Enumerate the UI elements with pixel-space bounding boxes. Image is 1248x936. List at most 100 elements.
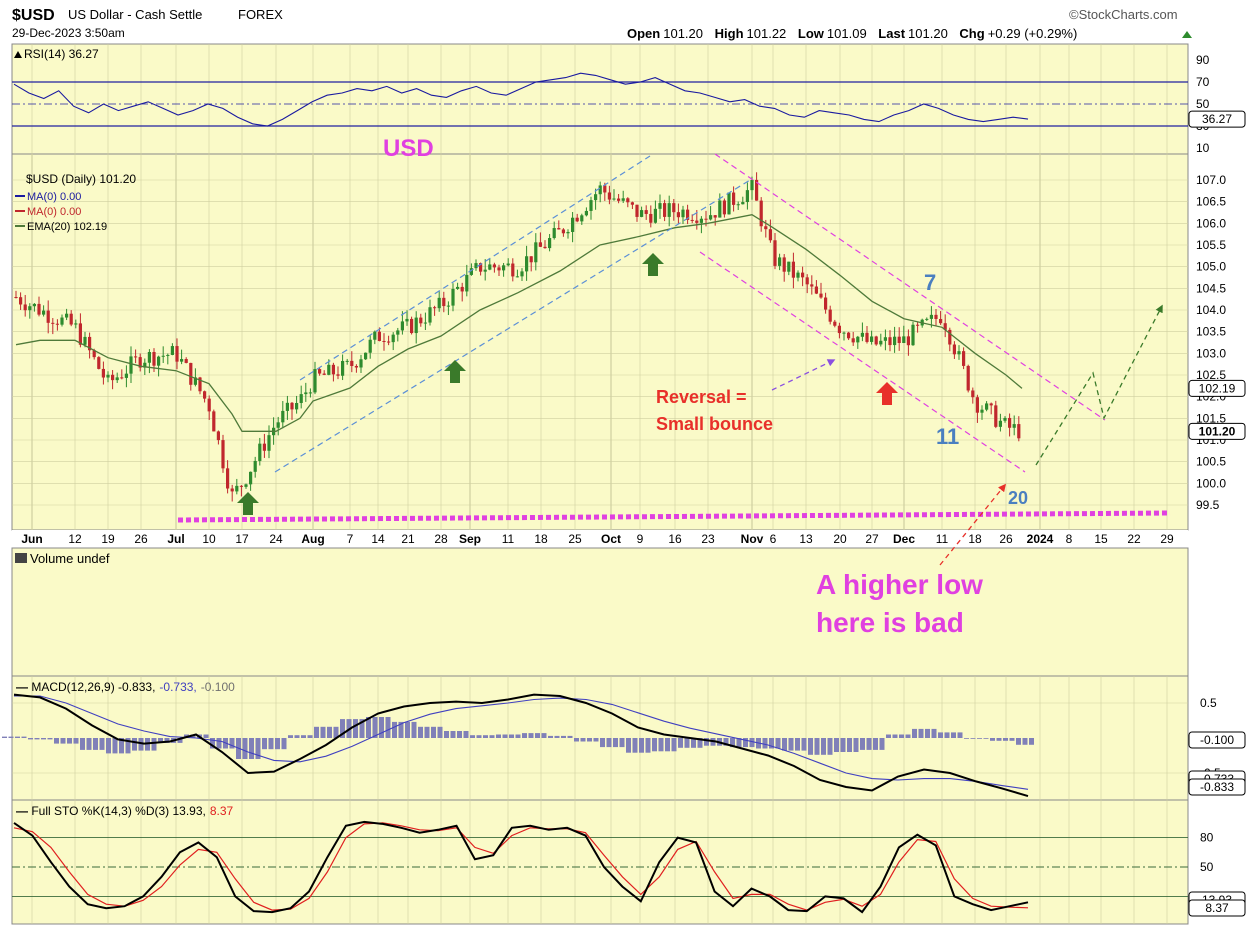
macd-histogram-bar: [483, 735, 488, 738]
macd-histogram-bar: [996, 738, 1002, 741]
candle-body: [216, 431, 220, 441]
x-tick-label: 16: [668, 532, 682, 546]
candle-body: [630, 202, 634, 205]
candle-body: [428, 307, 432, 323]
candle-body: [51, 322, 55, 324]
candle-body: [842, 332, 846, 334]
macd-histogram-bar: [320, 726, 326, 738]
price-tick-label: 107.0: [1196, 173, 1226, 187]
volume-bars-icon: [15, 553, 27, 563]
x-tick-label: 25: [568, 532, 582, 546]
x-tick-label: Sep: [459, 532, 481, 546]
candle-body: [143, 362, 147, 368]
candle-body: [451, 288, 455, 306]
macd-histogram-bar: [853, 738, 859, 752]
reversal-text-1: Reversal =: [656, 387, 747, 407]
last-value-tag-box: [1188, 422, 1246, 440]
candle-body: [101, 368, 105, 378]
last-value-tag: 101.20: [1199, 424, 1236, 438]
rsi-tick-label: 50: [1196, 97, 1210, 111]
candle-body: [750, 179, 754, 191]
macd-histogram-bar: [931, 728, 937, 738]
candle-body: [860, 332, 864, 337]
brand: ©StockCharts.com: [1069, 7, 1178, 22]
candle-body: [28, 306, 32, 311]
macd-histogram-bar: [28, 738, 33, 740]
macd-histogram-bar: [639, 738, 644, 753]
x-tick-label: 2024: [1027, 532, 1054, 546]
sto-d-tag: 8.37: [1205, 901, 1229, 915]
macd-histogram-bar: [73, 738, 79, 744]
price-tick-label: 100.0: [1196, 476, 1226, 490]
symbol-name: US Dollar - Cash Settle: [68, 7, 202, 22]
candle-body: [929, 314, 933, 319]
candle-body: [14, 297, 18, 298]
candle-body: [810, 284, 814, 287]
macd-histogram-bar: [658, 738, 664, 752]
candle-body: [359, 359, 363, 368]
candle-body: [442, 297, 446, 307]
macd-histogram-bar: [385, 717, 391, 738]
candle-body: [566, 231, 570, 234]
macd-histogram-bar: [554, 735, 560, 738]
candle-body: [607, 192, 611, 200]
x-tick-label: 6: [770, 532, 777, 546]
higher-low-text-1: A higher low: [816, 569, 983, 600]
macd-histogram-bar: [970, 738, 976, 739]
reversal-text-2: Small bounce: [656, 414, 773, 434]
symbol: $USD: [12, 7, 55, 24]
candle-body: [1017, 424, 1021, 439]
x-tick-label: 27: [865, 532, 879, 546]
x-tick-label: 29: [1160, 532, 1174, 546]
x-tick-label: Jul: [167, 532, 184, 546]
macd-histogram-bar: [860, 738, 865, 750]
macd-histogram-bar: [912, 728, 917, 738]
macd-histogram-bar: [990, 738, 995, 741]
macd-histogram-bar: [983, 738, 989, 739]
macd-histogram-bar: [327, 726, 332, 738]
macd-histogram-bar: [801, 738, 807, 751]
candle-body: [354, 365, 358, 368]
candle-body: [571, 217, 575, 232]
green-up-arrow-icon: [642, 253, 664, 276]
candle-body: [184, 359, 188, 363]
macd-histogram-bar: [450, 731, 456, 738]
candle-body: [856, 336, 860, 343]
candle-body: [879, 340, 883, 345]
candle-body: [106, 374, 110, 378]
macd-histogram-bar: [502, 734, 508, 738]
x-axis: Jun 12 19 26 Jul 10 17 24 Aug 7 14 21 28 Sep 11 18 25 Oct…: [21, 532, 1174, 546]
candle-body: [934, 314, 938, 319]
rsi-tick-label: 90: [1196, 53, 1210, 67]
macd-histogram-bar: [613, 738, 618, 748]
macd-histogram-bar: [925, 728, 930, 738]
candle-body: [42, 310, 46, 315]
macd-histogram-bar: [470, 735, 475, 738]
macd-histogram-bar: [593, 738, 599, 742]
candle-body: [704, 218, 708, 220]
candle-body: [736, 204, 740, 206]
macd-histogram-bar: [1029, 738, 1034, 745]
macd-histogram-bar: [873, 738, 878, 750]
macd-histogram-bar: [574, 738, 579, 742]
candle-body: [474, 263, 478, 269]
candle-body: [594, 194, 598, 201]
x-tick-label: Oct: [601, 532, 621, 546]
candle-body: [147, 352, 151, 363]
macd-histogram-bar: [314, 726, 319, 738]
macd-histogram-bar: [730, 738, 735, 748]
support-line: [177, 510, 1171, 523]
x-tick-label: 10: [202, 532, 216, 546]
macd-histogram-bar: [21, 736, 27, 738]
macd-histogram-bar: [392, 721, 397, 738]
candle-body: [230, 488, 234, 492]
candle-body: [446, 305, 450, 307]
candle-body: [152, 352, 156, 366]
wave-label-11: 11: [936, 424, 959, 449]
grid: [12, 44, 1188, 924]
reversal-arrow: [771, 359, 836, 391]
candle-body: [658, 203, 662, 209]
xaxis-strip: [12, 530, 1188, 548]
sto-tick-label: 50: [1200, 860, 1214, 874]
